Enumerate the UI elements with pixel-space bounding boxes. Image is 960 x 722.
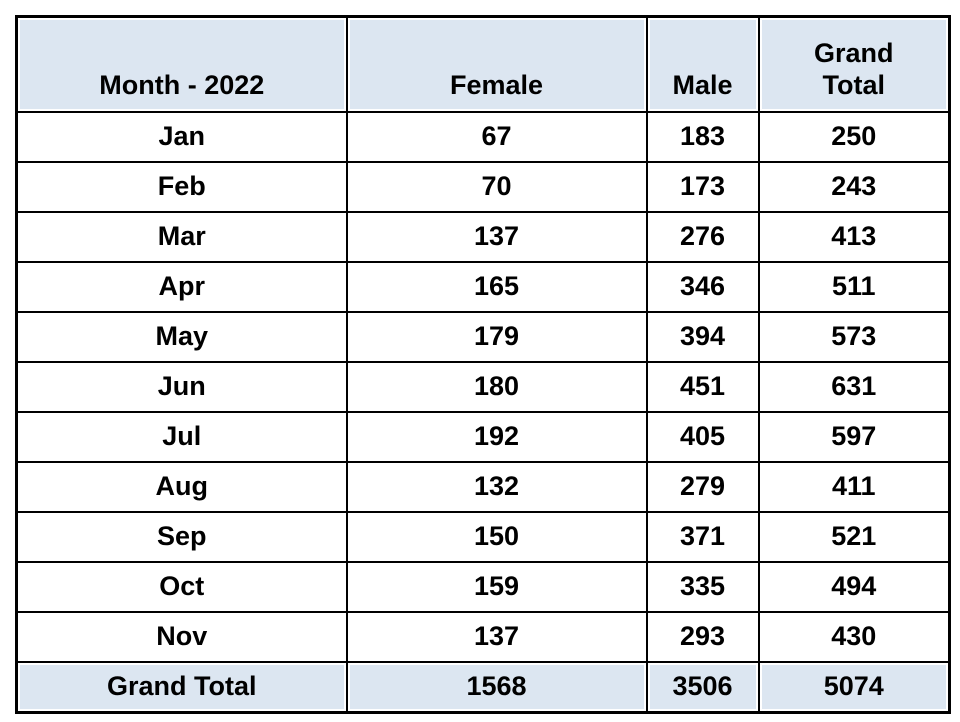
month-cell: Nov [15, 610, 348, 663]
month-cell: Mar [15, 210, 348, 263]
male-value-cell: 173 [645, 160, 760, 213]
table-body: Jan 67 183 250 Feb 70 173 243 Mar 137 276 413 Apr 165… [15, 110, 951, 663]
column-header-month: Month - 2022 [15, 15, 348, 113]
month-cell: Feb [15, 160, 348, 213]
grand-total-value-cell: 430 [757, 610, 951, 663]
male-value-cell: 279 [645, 460, 760, 513]
grand-total-value-cell: 413 [757, 210, 951, 263]
male-value-cell: 371 [645, 510, 760, 563]
male-value-cell: 405 [645, 410, 760, 463]
grand-total-label: Grand Total [106, 670, 257, 701]
month-cell: Jan [15, 110, 348, 163]
table-row: Sep 150 371 521 [15, 510, 951, 563]
column-header-female: Female [345, 15, 648, 113]
male-value-cell: 346 [645, 260, 760, 313]
female-value-cell: 150 [345, 510, 648, 563]
grand-total-female-cell: 1568 [345, 660, 648, 714]
grand-total-value-cell: 250 [757, 110, 951, 163]
month-cell: Oct [15, 560, 348, 613]
table-row: Aug 132 279 411 [15, 460, 951, 513]
grand-total-value-cell: 597 [757, 410, 951, 463]
column-header-male-label: Male [672, 69, 733, 100]
male-value-cell: 335 [645, 560, 760, 613]
male-value-cell: 183 [645, 110, 760, 163]
column-header-month-label: Month - 2022 [99, 69, 265, 100]
month-cell: May [15, 310, 348, 363]
female-value-cell: 180 [345, 360, 648, 413]
grand-total-value-cell: 411 [757, 460, 951, 513]
table-row: Nov 137 293 430 [15, 610, 951, 663]
table-row: Mar 137 276 413 [15, 210, 951, 263]
grand-total-value-cell: 631 [757, 360, 951, 413]
table-row: Oct 159 335 494 [15, 560, 951, 613]
month-cell: Jul [15, 410, 348, 463]
grand-total-female-value: 1568 [466, 670, 527, 701]
female-value-cell: 179 [345, 310, 648, 363]
grand-total-total-value: 5074 [823, 670, 884, 701]
female-value-cell: 165 [345, 260, 648, 313]
column-header-male: Male [645, 15, 760, 113]
table-row: May 179 394 573 [15, 310, 951, 363]
grand-total-total-cell: 5074 [757, 660, 951, 714]
grand-total-value-cell: 511 [757, 260, 951, 313]
male-value-cell: 293 [645, 610, 760, 663]
grand-total-male-value: 3506 [672, 670, 733, 701]
month-cell: Apr [15, 260, 348, 313]
month-cell: Jun [15, 360, 348, 413]
column-header-grand-total: Grand Total [757, 15, 951, 113]
month-cell: Sep [15, 510, 348, 563]
grand-total-value-cell: 494 [757, 560, 951, 613]
male-value-cell: 394 [645, 310, 760, 363]
male-value-cell: 451 [645, 360, 760, 413]
month-cell: Aug [15, 460, 348, 513]
table-row: Feb 70 173 243 [15, 160, 951, 213]
female-value-cell: 70 [345, 160, 648, 213]
female-value-cell: 192 [345, 410, 648, 463]
table-row: Jan 67 183 250 [15, 110, 951, 163]
grand-total-value-cell: 573 [757, 310, 951, 363]
column-header-grand-total-label: Grand Total [813, 37, 894, 100]
monthly-gender-table: Month - 2022 Female Male Grand Total Jan… [15, 15, 951, 714]
grand-total-row: Grand Total 1568 3506 5074 [15, 660, 951, 714]
male-value-cell: 276 [645, 210, 760, 263]
female-value-cell: 67 [345, 110, 648, 163]
grand-total-label-cell: Grand Total [15, 660, 348, 714]
female-value-cell: 137 [345, 210, 648, 263]
female-value-cell: 137 [345, 610, 648, 663]
female-value-cell: 132 [345, 460, 648, 513]
header-row: Month - 2022 Female Male Grand Total [15, 15, 951, 113]
column-header-female-label: Female [449, 69, 544, 100]
table-row: Jun 180 451 631 [15, 360, 951, 413]
female-value-cell: 159 [345, 560, 648, 613]
table-row: Apr 165 346 511 [15, 260, 951, 313]
grand-total-value-cell: 521 [757, 510, 951, 563]
grand-total-male-cell: 3506 [645, 660, 760, 714]
grand-total-value-cell: 243 [757, 160, 951, 213]
table-row: Jul 192 405 597 [15, 410, 951, 463]
